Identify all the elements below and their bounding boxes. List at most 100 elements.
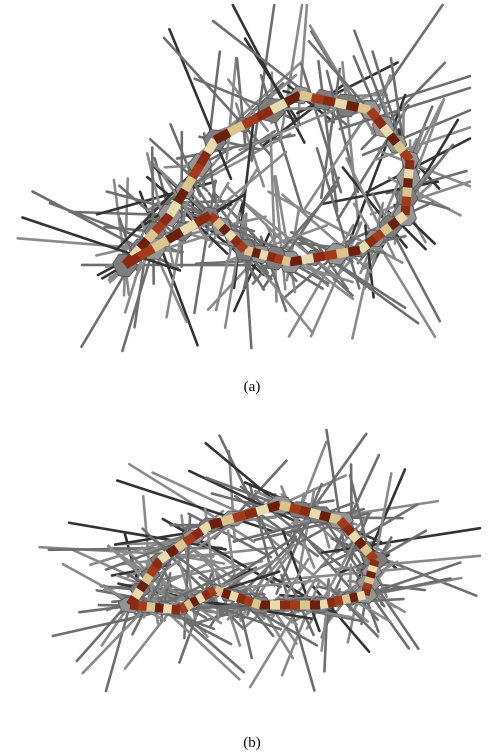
tube-segment — [369, 553, 375, 560]
tube-segment — [347, 105, 359, 108]
tube-segment — [358, 108, 370, 111]
page: (a) (b) (() => { const data = JSON.parse… — [0, 0, 491, 756]
tube-segment — [223, 593, 231, 596]
tube-segment — [233, 238, 239, 244]
tube-segment — [177, 543, 185, 549]
tube-segment — [163, 215, 171, 223]
tube-segment — [130, 605, 138, 606]
tube-segment — [358, 595, 366, 597]
tube-segment — [140, 240, 148, 248]
tube-segment — [172, 609, 180, 610]
tube-segment — [407, 188, 408, 197]
tube-segment — [337, 252, 349, 254]
tube-segment — [186, 603, 192, 606]
tube-segment — [147, 607, 155, 608]
tube-segment — [155, 608, 163, 609]
spike — [177, 135, 294, 158]
tube-segment — [368, 578, 370, 584]
tube-segment — [209, 590, 215, 593]
tube-segment — [238, 598, 246, 601]
tube-segment — [370, 110, 377, 118]
tube-segment — [150, 568, 155, 576]
spike — [152, 148, 154, 284]
tube-segment — [370, 572, 372, 578]
tube-segment — [163, 608, 171, 609]
tube-segment — [360, 244, 368, 250]
tube-segment — [320, 515, 330, 518]
tube-segment — [372, 566, 374, 572]
tube-segment — [198, 597, 204, 600]
tube-segment — [406, 197, 407, 206]
tube-segment — [193, 531, 201, 537]
tube-segment — [390, 221, 398, 227]
tube-segment — [358, 540, 364, 547]
tube-segment — [328, 602, 336, 604]
tube-segment — [352, 533, 358, 540]
tube-segment — [348, 250, 360, 252]
tube-segment — [302, 258, 314, 260]
tube-segment — [222, 518, 234, 521]
tube-segment — [148, 232, 156, 240]
tube-segment — [300, 95, 312, 98]
tube-segment — [283, 260, 291, 262]
caption: (a) — [244, 379, 261, 395]
tube-segment — [253, 603, 261, 606]
tube-segment — [408, 178, 409, 187]
tube-segment — [230, 595, 238, 598]
tube-segment — [405, 206, 406, 215]
tube-segment — [346, 527, 352, 534]
tube-segment — [373, 560, 375, 566]
tube-segment — [408, 169, 409, 178]
tube-segment — [239, 244, 245, 250]
tube-segment — [363, 547, 369, 554]
tube-segment — [155, 560, 160, 568]
tube-segment — [245, 512, 257, 515]
tube-segment — [343, 598, 351, 600]
tube-segment — [135, 590, 140, 598]
tube-segment — [403, 152, 410, 160]
caption: (b) — [243, 735, 261, 751]
tube-segment — [216, 221, 222, 227]
tube-segment — [377, 118, 384, 126]
tube-segment — [323, 100, 335, 103]
tube-segment — [233, 515, 245, 518]
tube-segment — [320, 603, 328, 605]
tube-segment — [155, 223, 163, 231]
tube-segment — [222, 227, 228, 233]
tube-segment — [340, 520, 346, 527]
tube-segment — [290, 508, 300, 511]
figure: (a) (b) — [0, 0, 491, 756]
tube-segment — [192, 600, 198, 603]
rendering-b — [40, 430, 480, 691]
tube-segment — [203, 593, 209, 596]
tube-segment — [368, 238, 376, 244]
tube-segment — [168, 548, 176, 554]
tube-segment — [210, 522, 222, 525]
tube-segment — [180, 607, 186, 610]
tube-segment — [260, 254, 268, 256]
tube-segment — [375, 233, 383, 239]
tube-segment — [397, 143, 404, 151]
tube-segment — [310, 513, 320, 516]
tube-segment — [257, 508, 269, 511]
rendering-a — [18, 5, 470, 351]
tube-segment — [268, 256, 276, 258]
tube-segment — [335, 600, 343, 602]
tube-segment — [409, 160, 410, 169]
tube-segment — [383, 127, 390, 135]
tube-segment — [335, 103, 347, 106]
tube-segment — [367, 583, 369, 589]
tube-segment — [350, 597, 358, 599]
tube-segment — [313, 256, 325, 258]
tube-segment — [253, 252, 261, 254]
tube-segment — [398, 215, 406, 221]
tube-segment — [275, 258, 283, 260]
tube-segment — [228, 233, 234, 239]
tube-segment — [312, 98, 324, 101]
tube-segment — [138, 606, 146, 607]
tube-segment — [365, 589, 367, 595]
tube-segment — [325, 254, 337, 256]
tube-segment — [140, 583, 145, 591]
tube-segment — [300, 510, 310, 513]
tube-segment — [330, 518, 340, 521]
